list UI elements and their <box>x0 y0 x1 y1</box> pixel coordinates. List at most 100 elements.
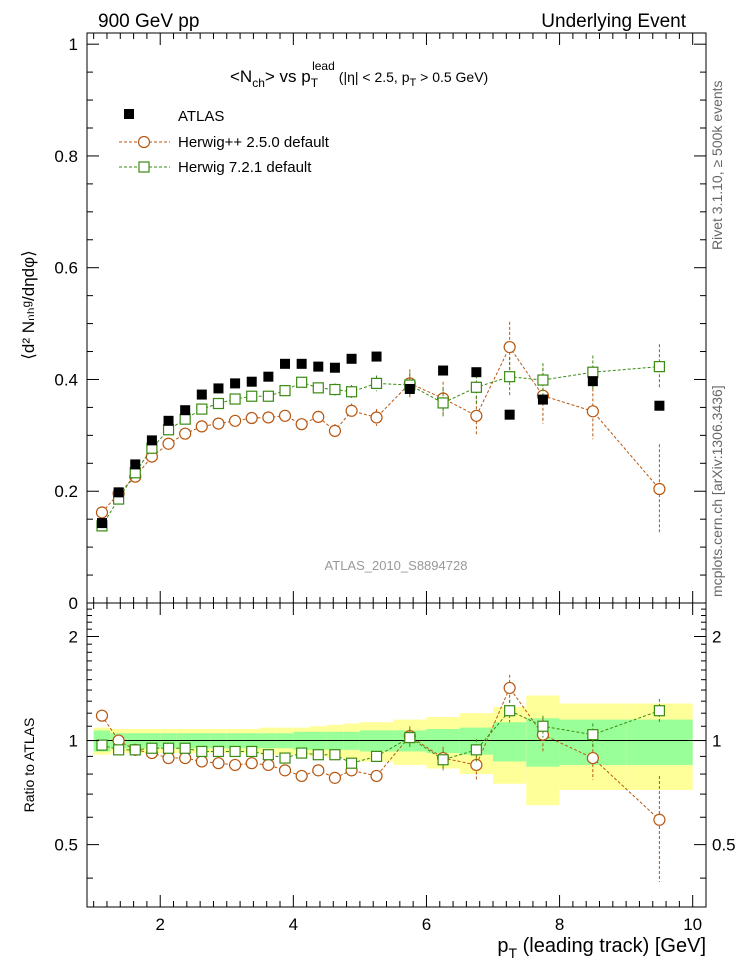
herwig7-main-point <box>296 376 308 388</box>
ratio-y-tick-label-right: 0.5 <box>712 836 736 855</box>
herwig7-ratio-point <box>653 705 666 717</box>
atlas-point <box>438 365 449 376</box>
herwig7-ratio-point <box>162 742 175 754</box>
herwig7-ratio-point <box>179 742 191 754</box>
data-marks <box>95 321 666 882</box>
herwig7-ratio-point <box>113 744 125 756</box>
atlas-point <box>537 394 548 405</box>
herwig7-main-point <box>162 424 175 436</box>
herwig7-ratio-point <box>587 729 599 741</box>
atlas-point <box>654 400 665 411</box>
herwigpp-ratio-point <box>295 769 308 783</box>
herwig7-main-point <box>653 361 666 373</box>
herwigpp-ratio-point <box>95 709 109 722</box>
herwig7-ratio-point <box>329 749 341 761</box>
plot-title: <Nch> vs pTlead(|η| < 2.5, pT > 0.5 GeV) <box>230 59 488 90</box>
atlas-point <box>504 409 515 420</box>
herwigpp-ratio-point <box>195 755 208 768</box>
herwig7-ratio-point <box>404 731 416 744</box>
y-tick-label: 0.4 <box>54 370 78 389</box>
ratio-y-axis-label: Ratio to ATLAS <box>21 718 37 813</box>
band-green-bin <box>493 722 527 762</box>
herwigpp-main-point <box>295 418 308 431</box>
herwigpp-main-point <box>228 414 242 427</box>
atlas-point <box>163 415 174 426</box>
atlas-point <box>404 383 415 394</box>
mcplots-label: mcplots.cern.ch [arXiv:1306.3436] <box>709 385 725 597</box>
rivet-label: Rivet 3.1.10, ≥ 500k events <box>709 80 725 250</box>
herwigpp-main-point <box>179 427 192 440</box>
herwig7-ratio-point <box>312 749 324 761</box>
atlas-point <box>313 361 324 372</box>
atlas-point <box>146 435 157 446</box>
herwig7-ratio-point <box>146 742 158 754</box>
herwig7-main-point <box>229 393 241 405</box>
herwig7-main-line <box>101 366 660 527</box>
herwigpp-main-point <box>278 409 292 422</box>
y-tick-label: 0.2 <box>54 482 78 501</box>
legend-label-herwigpp: Herwig++ 2.5.0 default <box>178 134 330 151</box>
herwig7-main-point <box>246 390 258 402</box>
x-tick-label: 8 <box>555 915 564 934</box>
ratio-y-tick-label: 2 <box>69 627 78 646</box>
x-tick-label: 6 <box>422 915 431 934</box>
legend-label-herwig7: Herwig 7.2.1 default <box>178 159 312 176</box>
herwigpp-ratio-point <box>503 681 516 695</box>
legend-marker-atlas <box>124 109 134 119</box>
herwig7-main-point <box>262 390 274 402</box>
ratio-plot-frame <box>86 602 707 908</box>
text-layer: 900 GeV pp Underlying Event Rivet 3.1.10… <box>19 11 725 961</box>
herwigpp-main-point <box>653 482 666 496</box>
atlas-point <box>263 371 274 382</box>
herwigpp-ratio-point <box>328 771 342 784</box>
herwig7-main-point <box>345 386 358 398</box>
herwigpp-ratio-point <box>278 764 292 777</box>
herwig7-ratio-point <box>470 744 482 756</box>
ratio-y-tick-label: 0.5 <box>54 836 78 855</box>
atlas-point <box>329 362 340 373</box>
herwig7-main-point <box>370 377 383 389</box>
herwig7-main-point <box>587 366 599 378</box>
legend: ATLAS Herwig++ 2.5.0 default Herwig 7.2.… <box>119 108 330 176</box>
herwig7-main-point <box>470 381 482 393</box>
y-tick-label: 0.6 <box>54 259 78 278</box>
herwig7-main-point <box>312 382 324 394</box>
herwig7-ratio-point <box>96 739 108 751</box>
x-axis-label: pT (leading track) [GeV] <box>497 935 706 961</box>
herwigpp-main-point <box>328 424 342 437</box>
herwigpp-main-point <box>586 405 599 418</box>
herwigpp-main-point <box>162 437 175 450</box>
herwig7-ratio-point <box>129 744 141 756</box>
herwigpp-main-point <box>345 404 358 417</box>
x-tick-label: 2 <box>155 915 164 934</box>
herwig7-ratio-point <box>504 705 516 717</box>
atlas-point <box>346 353 357 364</box>
herwigpp-ratio-point <box>586 751 599 765</box>
herwigpp-main-point <box>470 409 483 422</box>
herwigpp-main-point <box>312 410 325 424</box>
atlas-point <box>280 358 291 369</box>
x-tick-label: 4 <box>289 915 298 934</box>
herwigpp-main-point <box>95 506 109 519</box>
ratio-y-tick-label-right: 2 <box>712 627 721 646</box>
atlas-point <box>471 367 482 378</box>
herwig7-main-point <box>329 383 341 396</box>
x-tick-label: 10 <box>683 915 702 934</box>
herwig7-ratio-line <box>101 710 660 764</box>
herwig7-main-point <box>537 374 549 386</box>
legend-marker-herwig7 <box>138 161 150 173</box>
atlas-point <box>296 358 307 369</box>
herwigpp-ratio-point <box>228 758 242 772</box>
atlas-point <box>213 383 224 394</box>
herwigpp-ratio-point <box>262 758 275 772</box>
herwig7-ratio-point <box>246 745 258 758</box>
herwig7-main-point <box>196 403 208 415</box>
watermark: ATLAS_2010_S8894728 <box>325 558 468 573</box>
band-green-bin <box>626 719 693 765</box>
herwigpp-ratio-point <box>162 751 175 765</box>
herwig7-ratio-point <box>370 750 383 762</box>
herwigpp-main-point <box>370 411 383 424</box>
atlas-point <box>246 376 257 387</box>
herwigpp-ratio-point <box>370 769 383 783</box>
